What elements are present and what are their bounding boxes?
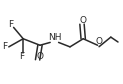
Text: F: F	[8, 20, 13, 29]
Text: NH: NH	[48, 33, 61, 42]
Text: O: O	[37, 52, 44, 61]
Text: O: O	[95, 37, 102, 47]
Text: F: F	[19, 52, 24, 61]
Text: F: F	[2, 42, 7, 51]
Text: O: O	[80, 16, 87, 25]
